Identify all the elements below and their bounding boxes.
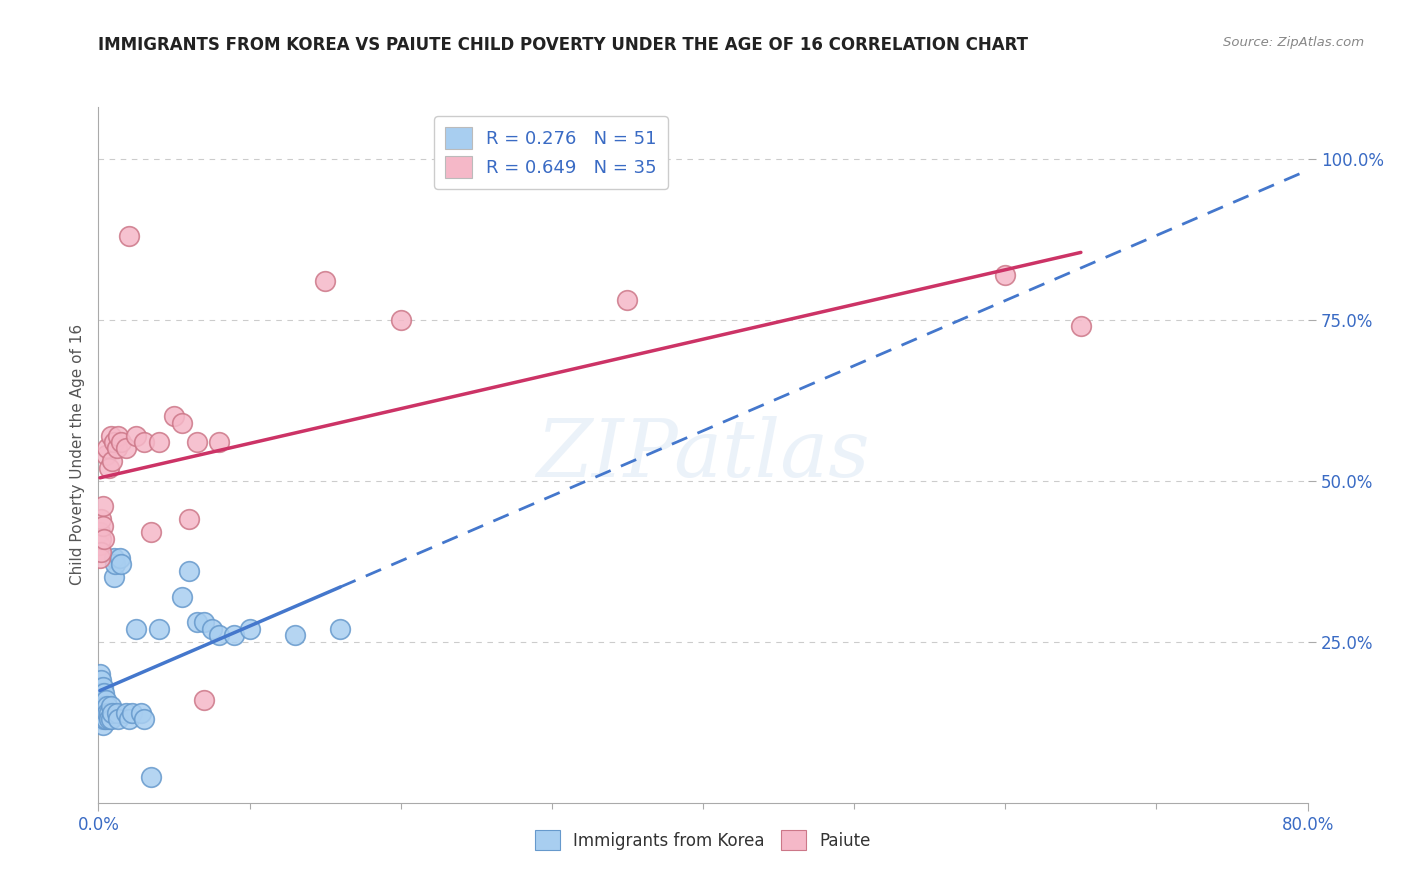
Point bbox=[114, 442, 136, 456]
Point bbox=[329, 622, 352, 636]
Point bbox=[208, 628, 231, 642]
Point bbox=[148, 435, 170, 450]
Point bbox=[93, 532, 115, 546]
Point bbox=[98, 706, 121, 720]
Point bbox=[91, 692, 114, 706]
Point bbox=[90, 544, 112, 558]
Point bbox=[89, 680, 111, 694]
Point bbox=[118, 712, 141, 726]
Point bbox=[94, 448, 117, 462]
Point bbox=[179, 564, 201, 578]
Text: ZIPatlas: ZIPatlas bbox=[536, 417, 870, 493]
Point bbox=[239, 622, 262, 636]
Point bbox=[89, 525, 111, 540]
Point bbox=[90, 712, 112, 726]
Point bbox=[96, 706, 118, 720]
Point bbox=[186, 615, 208, 630]
Point bbox=[118, 228, 141, 243]
Point bbox=[110, 435, 132, 450]
Point bbox=[103, 551, 125, 566]
Point bbox=[98, 712, 121, 726]
Point bbox=[101, 454, 124, 468]
Point bbox=[91, 518, 114, 533]
Point bbox=[179, 512, 201, 526]
Point bbox=[170, 416, 193, 430]
Point bbox=[132, 712, 155, 726]
Point bbox=[89, 667, 111, 681]
Point bbox=[193, 615, 215, 630]
Point bbox=[104, 558, 127, 572]
Point bbox=[89, 538, 111, 552]
Point bbox=[91, 500, 114, 514]
Point bbox=[389, 312, 412, 326]
Point bbox=[96, 699, 118, 714]
Point bbox=[193, 692, 215, 706]
Point bbox=[186, 435, 208, 450]
Point bbox=[208, 435, 231, 450]
Point bbox=[100, 428, 122, 442]
Point bbox=[90, 512, 112, 526]
Point bbox=[314, 274, 336, 288]
Point bbox=[94, 692, 117, 706]
Point bbox=[616, 293, 638, 308]
Point bbox=[105, 706, 128, 720]
Point bbox=[91, 718, 114, 732]
Point bbox=[89, 692, 111, 706]
Point bbox=[91, 706, 114, 720]
Point bbox=[90, 532, 112, 546]
Point bbox=[201, 622, 224, 636]
Point bbox=[170, 590, 193, 604]
Point bbox=[284, 628, 307, 642]
Point bbox=[125, 428, 148, 442]
Point bbox=[121, 706, 143, 720]
Point bbox=[994, 268, 1017, 282]
Point bbox=[93, 686, 115, 700]
Legend: Immigrants from Korea, Paiute: Immigrants from Korea, Paiute bbox=[529, 823, 877, 857]
Point bbox=[141, 770, 163, 784]
Point bbox=[89, 699, 111, 714]
Point bbox=[224, 628, 246, 642]
Point bbox=[110, 558, 132, 572]
Point bbox=[94, 706, 117, 720]
Point bbox=[89, 551, 111, 566]
Point bbox=[90, 686, 112, 700]
Point bbox=[103, 435, 125, 450]
Point bbox=[96, 442, 118, 456]
Point bbox=[132, 435, 155, 450]
Point bbox=[100, 699, 122, 714]
Text: Source: ZipAtlas.com: Source: ZipAtlas.com bbox=[1223, 36, 1364, 49]
Point bbox=[129, 706, 152, 720]
Point bbox=[98, 460, 121, 475]
Point bbox=[105, 442, 128, 456]
Text: IMMIGRANTS FROM KOREA VS PAIUTE CHILD POVERTY UNDER THE AGE OF 16 CORRELATION CH: IMMIGRANTS FROM KOREA VS PAIUTE CHILD PO… bbox=[98, 36, 1028, 54]
Point bbox=[108, 551, 131, 566]
Point bbox=[93, 699, 115, 714]
Point bbox=[107, 428, 129, 442]
Point bbox=[103, 570, 125, 584]
Point bbox=[100, 712, 122, 726]
Point bbox=[93, 712, 115, 726]
Point bbox=[101, 706, 124, 720]
Point bbox=[163, 409, 186, 424]
Point bbox=[114, 706, 136, 720]
Point bbox=[90, 699, 112, 714]
Point bbox=[1070, 319, 1092, 334]
Point bbox=[107, 712, 129, 726]
Point bbox=[148, 622, 170, 636]
Point bbox=[91, 680, 114, 694]
Point bbox=[94, 712, 117, 726]
Y-axis label: Child Poverty Under the Age of 16: Child Poverty Under the Age of 16 bbox=[69, 325, 84, 585]
Point bbox=[141, 525, 163, 540]
Point bbox=[90, 706, 112, 720]
Point bbox=[125, 622, 148, 636]
Point bbox=[90, 673, 112, 688]
